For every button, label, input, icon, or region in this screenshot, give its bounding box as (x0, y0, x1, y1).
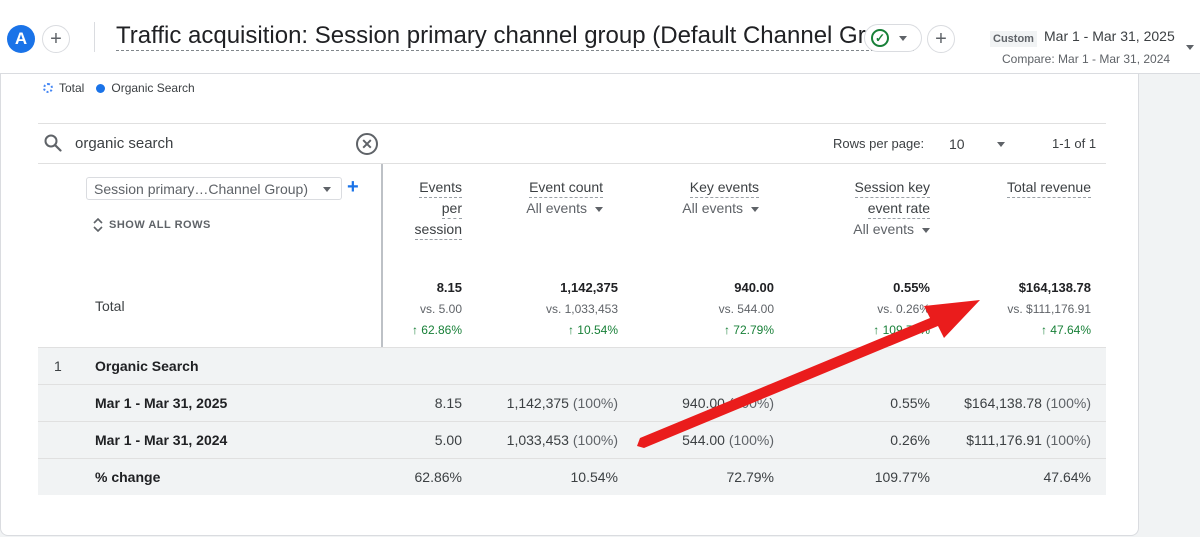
row-label: Mar 1 - Mar 31, 2024 (95, 432, 228, 448)
key-events-filter[interactable]: All events (682, 198, 759, 218)
date-preset-badge: Custom (990, 31, 1037, 47)
cell-events-per-session: 5.00 (434, 432, 462, 448)
row-label: Organic Search (95, 358, 199, 374)
report-status-dropdown[interactable]: ✓ (864, 24, 922, 52)
cell-key-events: 940.00 (100%) (682, 395, 774, 411)
column-header-event-count[interactable]: Event count All events (526, 179, 603, 218)
cell-session-key-event-rate: 0.55% (890, 395, 930, 411)
cell-session-key-event-rate: 109.77% (874, 469, 930, 485)
total-event-count: 1,142,375 vs. 1,033,453 ↑ 10.54% (545, 280, 618, 337)
row-number: 1 (54, 358, 62, 374)
row-label: % change (95, 469, 161, 485)
search-input[interactable]: organic search (75, 135, 174, 152)
page-title[interactable]: Traffic acquisition: Session primary cha… (116, 22, 914, 51)
row-label: Mar 1 - Mar 31, 2025 (95, 395, 228, 411)
check-circle-icon: ✓ (871, 29, 889, 47)
account-avatar[interactable]: A (7, 25, 35, 53)
chevron-down-icon (751, 206, 759, 212)
cell-total-revenue: $111,176.91 (100%) (966, 432, 1091, 448)
cell-total-revenue: $164,138.78 (100%) (964, 395, 1091, 411)
clear-search-icon[interactable]: ✕ (356, 133, 378, 155)
column-header-session-key-event-rate[interactable]: Session key event rate All events (853, 179, 930, 239)
legend-total-label: Total (59, 81, 85, 95)
cell-events-per-session: 62.86% (414, 469, 462, 485)
chevron-down-icon (899, 35, 907, 41)
add-comparison-button[interactable]: + (42, 25, 70, 53)
date-compare-text: Compare: Mar 1 - Mar 31, 2024 (1002, 52, 1171, 66)
cell-event-count: 1,142,375 (100%) (506, 395, 618, 411)
chevron-down-icon (922, 227, 930, 233)
cell-event-count: 10.54% (570, 469, 618, 485)
search-icon (44, 134, 62, 152)
table-row[interactable]: % change 62.86% 10.54% 72.79% 109.77% 47… (38, 458, 1106, 495)
chevron-down-icon (595, 206, 603, 212)
column-header-total-revenue[interactable]: Total revenue (1006, 177, 1091, 198)
show-all-rows-button[interactable]: SHOW ALL ROWS (93, 218, 211, 232)
column-header-events-per-session[interactable]: Events per session (414, 177, 462, 240)
legend-series-label: Organic Search (111, 81, 195, 95)
event-count-filter[interactable]: All events (526, 198, 603, 218)
chevron-down-icon[interactable] (1186, 45, 1194, 50)
header-divider (94, 22, 95, 52)
total-legend-marker (43, 83, 53, 93)
total-row-label: Total (95, 298, 125, 314)
total-key-events: 940.00 vs. 544.00 ↑ 72.79% (718, 280, 774, 337)
total-session-key-event-rate: 0.55% vs. 0.26% ↑ 109.77% (873, 280, 930, 337)
date-range-picker[interactable]: Mar 1 - Mar 31, 2025 (1044, 28, 1175, 44)
table-row-group[interactable]: 1 Organic Search (38, 347, 1106, 384)
dimension-select[interactable]: Session primary…Channel Group) (86, 177, 342, 200)
add-button[interactable]: + (927, 25, 955, 53)
total-events-per-session: 8.15 vs. 5.00 ↑ 62.86% (411, 280, 462, 337)
expand-icon (93, 218, 103, 232)
series-legend-marker (96, 83, 106, 93)
rows-per-page-select[interactable]: 10 (949, 136, 965, 152)
add-dimension-icon[interactable]: + (347, 176, 359, 198)
table-row[interactable]: Mar 1 - Mar 31, 2025 8.15 1,142,375 (100… (38, 384, 1106, 421)
dimension-select-label: Session primary…Channel Group) (94, 181, 308, 197)
cell-event-count: 1,033,453 (100%) (506, 432, 618, 448)
cell-events-per-session: 8.15 (434, 395, 462, 411)
chevron-down-icon (323, 187, 331, 192)
session-key-event-rate-filter[interactable]: All events (853, 219, 930, 239)
pagination-info: 1-1 of 1 (1052, 136, 1097, 151)
cell-total-revenue: 47.64% (1043, 469, 1091, 485)
rows-per-page-label: Rows per page: (833, 136, 925, 151)
column-header-key-events[interactable]: Key events All events (682, 179, 759, 218)
total-revenue: $164,138.78 vs. $111,176.91 ↑ 47.64% (1007, 280, 1091, 337)
cell-key-events: 72.79% (726, 469, 774, 485)
column-divider (381, 164, 383, 495)
chevron-down-icon[interactable] (997, 142, 1005, 147)
show-all-rows-label: SHOW ALL ROWS (109, 219, 211, 231)
table-toolbar: organic search ✕ Rows per page: 10 1-1 o… (38, 123, 1106, 164)
report-header: A + Traffic acquisition: Session primary… (0, 0, 1200, 74)
chart-legend: Total Organic Search (43, 81, 195, 95)
cell-key-events: 544.00 (100%) (682, 432, 774, 448)
table-row[interactable]: Mar 1 - Mar 31, 2024 5.00 1,033,453 (100… (38, 421, 1106, 458)
cell-session-key-event-rate: 0.26% (890, 432, 930, 448)
